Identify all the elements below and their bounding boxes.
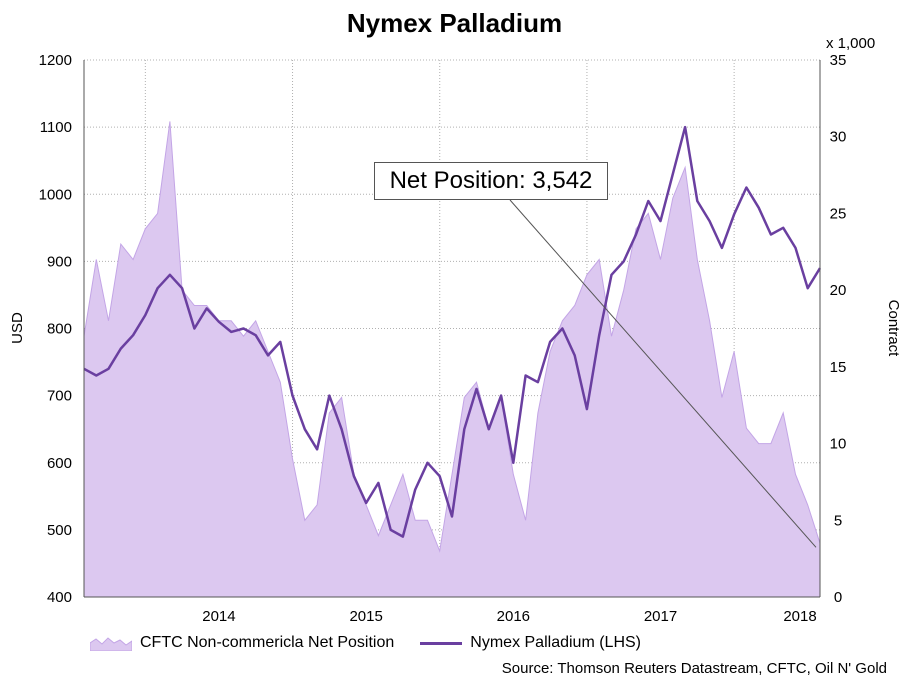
area-swatch-icon bbox=[90, 637, 132, 651]
palladium-line bbox=[83, 125, 822, 538]
net-position-area bbox=[84, 121, 820, 598]
y-axis-title: USD bbox=[9, 312, 26, 344]
y-tick-label: 800 bbox=[47, 321, 72, 338]
y2-tick-label: 0 bbox=[834, 589, 842, 606]
y-tick-label: 1000 bbox=[39, 186, 72, 203]
x-tick-label: 2017 bbox=[644, 608, 677, 625]
annotation-leader-line bbox=[509, 199, 817, 548]
source-note: Source: Thomson Reuters Datastream, CFTC… bbox=[501, 660, 887, 677]
legend-label-net-position: CFTC Non-commericla Net Position bbox=[140, 634, 395, 651]
x-tick-label: 2015 bbox=[349, 608, 382, 625]
net-position-annotation: Net Position: 3,542 bbox=[374, 162, 608, 200]
y2-tick-label: 15 bbox=[830, 359, 847, 376]
y-tick-label: 900 bbox=[47, 253, 72, 270]
palladium-price-series bbox=[83, 125, 822, 538]
legend: CFTC Non-commericla Net Position Nymex P… bbox=[90, 632, 667, 654]
y2-tick-label: 5 bbox=[834, 512, 842, 529]
legend-item-palladium: Nymex Palladium (LHS) bbox=[420, 634, 641, 652]
y2-tick-label: 20 bbox=[830, 282, 847, 299]
y-tick-label: 1200 bbox=[39, 52, 72, 69]
y2-tick-label: 35 bbox=[830, 52, 847, 69]
y-tick-label: 1100 bbox=[40, 119, 72, 136]
net-position-edge bbox=[83, 121, 821, 553]
net-position-series bbox=[83, 121, 821, 598]
y-tick-label: 600 bbox=[47, 455, 72, 472]
y-tick-label: 700 bbox=[47, 388, 72, 405]
y2-tick-label: 30 bbox=[830, 129, 847, 146]
x-tick-label: 2018 bbox=[783, 608, 816, 625]
y2-axis-title: Contract bbox=[885, 300, 902, 358]
legend-label-palladium: Nymex Palladium (LHS) bbox=[470, 634, 641, 651]
y-tick-label: 400 bbox=[47, 589, 72, 606]
y2-tick-label: 10 bbox=[830, 436, 847, 453]
y-tick-label: 500 bbox=[47, 522, 72, 539]
x-tick-label: 2016 bbox=[497, 608, 530, 625]
y2-multiplier-label: x 1,000 bbox=[826, 35, 875, 52]
axes bbox=[83, 60, 821, 598]
tick-labels: 400 500 600 700 800 900 1000 1100 1200 0 5 10 15 20 25… bbox=[39, 52, 847, 625]
chart-title: Nymex Palladium bbox=[346, 8, 563, 38]
line-swatch-icon bbox=[420, 641, 463, 645]
y2-tick-label: 25 bbox=[830, 205, 847, 222]
x-tick-label: 2014 bbox=[202, 608, 235, 625]
legend-item-net-position: CFTC Non-commericla Net Position bbox=[90, 634, 394, 652]
